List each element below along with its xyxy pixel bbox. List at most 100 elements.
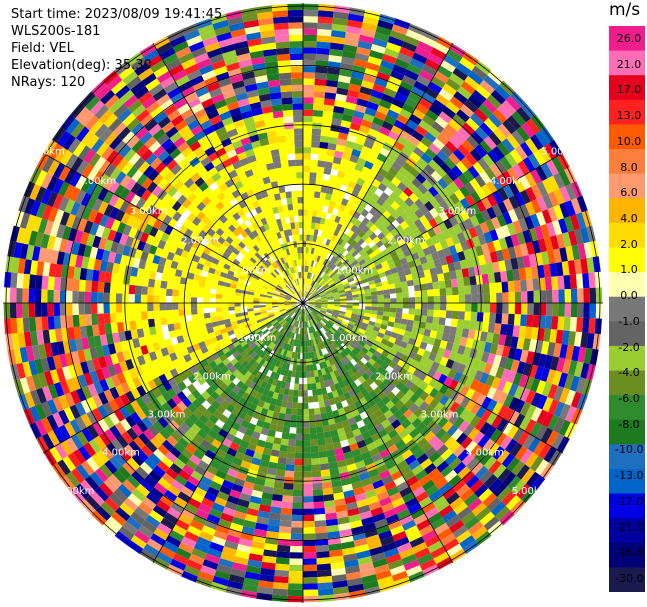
velocity-gate <box>479 171 492 185</box>
velocity-gate <box>164 338 173 348</box>
velocity-gate <box>353 142 364 152</box>
velocity-gate <box>374 322 382 329</box>
velocity-gate <box>291 326 296 333</box>
velocity-gate <box>303 9 319 17</box>
velocity-gate <box>177 240 187 250</box>
velocity-gate <box>314 513 326 521</box>
velocity-gate <box>432 456 445 468</box>
velocity-gate <box>315 538 329 546</box>
velocity-gate <box>369 149 380 159</box>
velocity-gate <box>48 263 57 277</box>
velocity-gate <box>369 283 377 289</box>
velocity-gate <box>291 402 298 409</box>
velocity-gate <box>209 262 218 270</box>
velocity-gate <box>223 318 231 324</box>
velocity-gate <box>438 221 448 233</box>
velocity-gate <box>334 299 341 302</box>
velocity-gate <box>352 532 366 541</box>
velocity-gate <box>407 337 416 346</box>
velocity-gate <box>265 299 272 302</box>
velocity-gate <box>424 131 437 143</box>
velocity-gate <box>22 228 32 245</box>
velocity-gate <box>518 267 527 281</box>
velocity-gate <box>163 512 179 525</box>
velocity-gate <box>380 404 390 414</box>
velocity-gate <box>348 7 366 17</box>
velocity-gate <box>272 329 278 336</box>
velocity-gate <box>501 490 517 506</box>
velocity-gate <box>60 277 68 291</box>
velocity-gate <box>172 405 183 416</box>
velocity-gate <box>380 338 389 346</box>
velocity-gate <box>330 335 337 342</box>
velocity-gate <box>277 283 284 289</box>
velocity-gate <box>400 211 410 221</box>
velocity-gate <box>69 419 82 434</box>
velocity-gate <box>173 152 186 164</box>
velocity-gate <box>149 369 159 380</box>
velocity-gate <box>296 314 300 321</box>
velocity-gate <box>346 305 353 309</box>
velocity-gate <box>485 374 496 387</box>
velocity-gate <box>427 368 437 378</box>
velocity-gate <box>122 284 130 294</box>
velocity-gate <box>396 508 411 520</box>
velocity-gate <box>260 407 269 416</box>
velocity-gate <box>307 278 311 286</box>
velocity-gate <box>177 437 190 449</box>
velocity-gate <box>174 269 183 278</box>
velocity-gate <box>259 293 267 298</box>
velocity-gate <box>465 338 474 349</box>
velocity-gate <box>303 16 318 23</box>
velocity-gate <box>217 280 225 287</box>
velocity-gate <box>309 166 318 173</box>
velocity-gate <box>227 580 244 590</box>
velocity-gate <box>347 344 354 352</box>
velocity-gate <box>79 267 88 281</box>
velocity-gate <box>478 103 493 118</box>
velocity-gate <box>334 236 341 244</box>
velocity-gate <box>230 568 246 578</box>
velocity-gate <box>331 390 339 398</box>
velocity-gate <box>320 412 328 421</box>
velocity-gate <box>402 102 416 114</box>
velocity-gate <box>262 230 269 239</box>
velocity-gate <box>547 206 559 222</box>
velocity-gate <box>103 303 110 314</box>
velocity-gate <box>381 120 394 131</box>
velocity-gate <box>293 306 299 312</box>
velocity-gate <box>322 340 328 348</box>
velocity-gate <box>273 576 289 584</box>
velocity-gate <box>439 340 448 350</box>
velocity-gate <box>234 330 242 337</box>
velocity-gate <box>356 177 366 187</box>
velocity-gate <box>399 341 408 349</box>
velocity-gate <box>53 315 62 330</box>
velocity-gate <box>147 294 154 303</box>
velocity-gate <box>417 249 426 259</box>
velocity-gate <box>167 323 175 332</box>
velocity-gate <box>460 240 470 251</box>
velocity-gate <box>211 424 222 434</box>
velocity-gate <box>345 457 355 466</box>
velocity-gate <box>356 439 367 449</box>
info-panel: Start time: 2023/08/09 19:41:45 WLS200s-… <box>11 6 222 91</box>
velocity-gate <box>309 304 316 306</box>
velocity-gate <box>224 277 232 284</box>
velocity-gate <box>191 548 207 560</box>
velocity-gate <box>37 218 48 234</box>
velocity-gate <box>308 314 312 321</box>
velocity-gate <box>223 336 231 343</box>
velocity-gate <box>338 263 345 270</box>
velocity-gate <box>303 84 315 92</box>
velocity-gate <box>226 447 237 457</box>
velocity-gate <box>457 345 466 355</box>
velocity-gate <box>383 311 390 317</box>
velocity-gate <box>327 455 337 464</box>
velocity-gate <box>467 497 483 512</box>
velocity-gate <box>52 193 64 210</box>
velocity-gate <box>134 249 143 260</box>
velocity-gate <box>347 361 354 369</box>
velocity-gate <box>438 373 448 385</box>
velocity-gate <box>227 495 240 505</box>
